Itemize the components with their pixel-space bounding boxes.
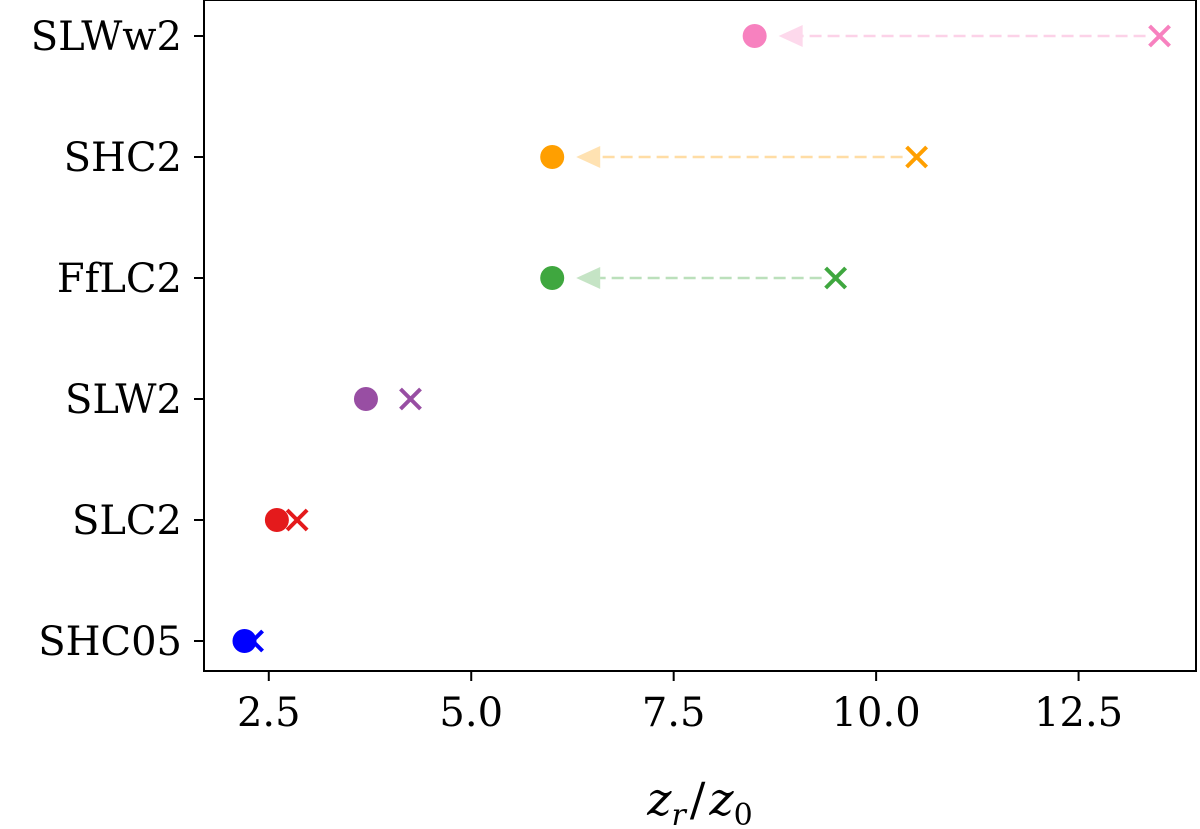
series-slw2	[353, 387, 422, 411]
y-axis: SLWw2 SHC2 FfLC2 SLW2 SLC2 SHC05	[31, 14, 204, 665]
cross-point	[824, 266, 848, 290]
series-shc2	[540, 145, 929, 169]
y-tick-label: SHC05	[38, 619, 182, 665]
arrow-head	[576, 146, 601, 168]
y-tick-label: SLWw2	[31, 14, 182, 60]
circle-point	[353, 387, 378, 411]
circle-point	[264, 508, 289, 532]
arrow-head	[576, 267, 601, 289]
series-fflc2	[540, 266, 848, 290]
x-axis: 2.5 5.0 7.5 10.0 12.5	[237, 671, 1123, 736]
arrow-head	[778, 25, 803, 47]
cross-point	[241, 629, 265, 653]
series-slc2	[264, 508, 309, 532]
x-tick-label: 2.5	[237, 690, 301, 736]
series-slww2	[742, 24, 1171, 48]
x-axis-label: zr/z0	[646, 772, 752, 829]
x-tick-label: 5.0	[439, 690, 503, 736]
y-tick-label: SLW2	[65, 377, 182, 423]
x-axis-label-numerator: z	[646, 772, 672, 826]
x-tick-label: 12.5	[1034, 690, 1123, 736]
x-tick-label: 7.5	[642, 690, 706, 736]
circle-point	[742, 24, 767, 48]
y-tick-label: SLC2	[72, 498, 182, 544]
y-tick-label: FfLC2	[57, 256, 182, 302]
series-shc05	[232, 629, 265, 653]
y-tick-label: SHC2	[64, 135, 182, 181]
x-axis-label-denominator-subscript: 0	[734, 798, 753, 829]
circle-point	[540, 145, 565, 169]
cross-point	[1148, 24, 1171, 48]
x-tick-label: 10.0	[832, 690, 921, 736]
x-axis-label-separator: /	[690, 772, 706, 826]
cross-point	[285, 508, 309, 532]
circle-point	[540, 266, 565, 290]
cross-point	[399, 387, 422, 411]
x-axis-label-numerator-subscript: r	[672, 798, 688, 829]
x-axis-label-denominator: z	[708, 772, 734, 826]
circle-point	[232, 629, 257, 653]
plot-frame	[203, 0, 1197, 672]
chart-marks	[232, 24, 1171, 653]
cross-point	[905, 145, 929, 169]
